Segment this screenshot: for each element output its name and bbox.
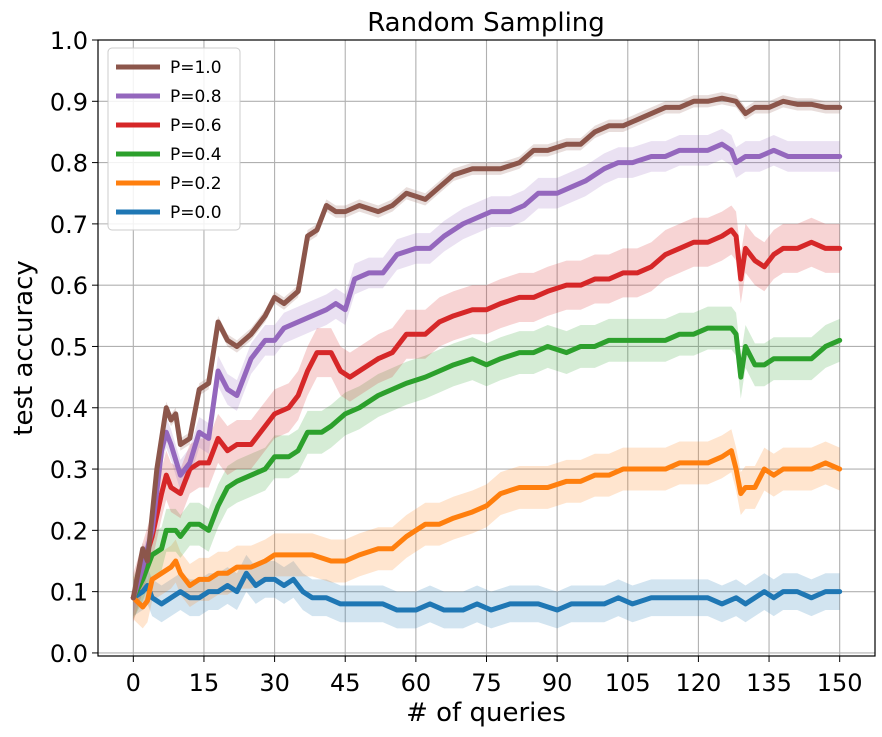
y-tick-label: 0.0 (50, 640, 88, 668)
x-tick-label: 150 (817, 669, 863, 697)
y-tick-label: 0.5 (50, 333, 88, 361)
legend-label: P=1.0 (170, 58, 222, 78)
series-lines (130, 95, 843, 613)
y-tick-label: 0.2 (50, 517, 88, 545)
legend-label: P=0.2 (170, 174, 222, 194)
legend: P=1.0 P=0.8 P=0.6 P=0.4 P=0.2 P=0.0 (107, 47, 241, 231)
band-P=0.2 (133, 429, 840, 629)
x-axis-label: # of queries (406, 698, 566, 728)
y-axis-label: test accuracy (9, 260, 39, 436)
band-P=0.0 (133, 554, 840, 629)
line-P=0.4 (130, 325, 843, 601)
x-tick-label: 45 (330, 669, 361, 697)
x-tick-label: 120 (676, 669, 722, 697)
legend-label: P=0.8 (170, 87, 222, 107)
y-tick-label: 0.7 (50, 211, 88, 239)
band-P=0.4 (133, 306, 840, 620)
line-P=1.0 (130, 95, 843, 601)
x-tick-label: 60 (401, 669, 432, 697)
y-tick-label: 0.3 (50, 456, 88, 484)
y-tick-label: 0.6 (50, 272, 88, 300)
x-tick-label: 90 (542, 669, 573, 697)
chart-title: Random Sampling (367, 8, 605, 38)
x-tick-label: 135 (746, 669, 792, 697)
x-ticks: 0 15 30 45 60 75 90 105 120 135 150 (126, 656, 863, 697)
x-tick-label: 15 (189, 669, 220, 697)
line-P=0.2 (130, 448, 843, 610)
x-tick-label: 0 (126, 669, 141, 697)
line-P=0.0 (130, 570, 843, 613)
legend-label: P=0.6 (170, 116, 222, 136)
band-P=0.8 (133, 128, 840, 614)
y-tick-label: 0.1 (50, 579, 88, 607)
y-ticks: 0.0 0.1 0.2 0.3 0.4 0.5 0.6 0.7 0.8 0.9 1.0 (50, 27, 98, 668)
legend-label: P=0.4 (170, 145, 222, 165)
x-tick-label: 75 (471, 669, 502, 697)
line-P=0.8 (130, 141, 843, 601)
line-P=0.6 (130, 227, 843, 601)
y-tick-label: 0.9 (50, 88, 88, 116)
x-tick-label: 105 (605, 669, 651, 697)
legend-label: P=0.0 (170, 203, 222, 223)
y-tick-label: 0.8 (50, 150, 88, 178)
x-tick-label: 30 (259, 669, 290, 697)
y-tick-label: 1.0 (50, 27, 88, 55)
y-tick-label: 0.4 (50, 395, 88, 423)
